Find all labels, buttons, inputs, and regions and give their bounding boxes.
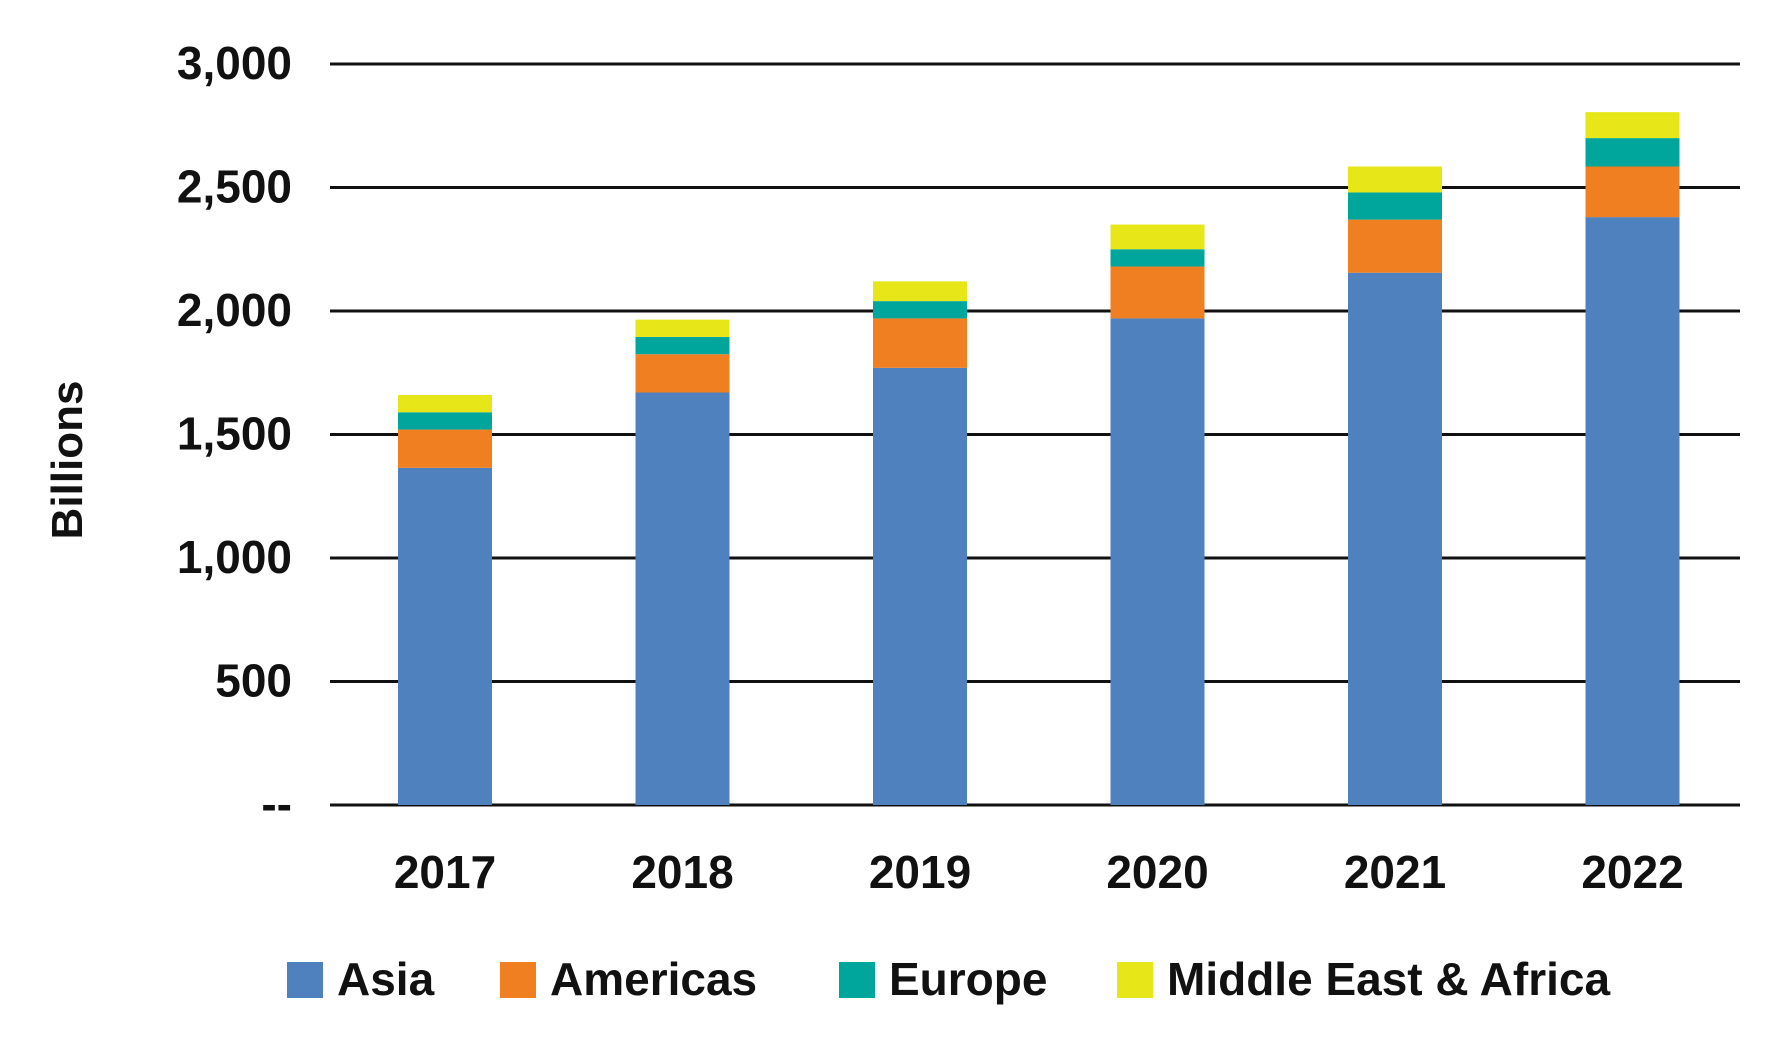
bar-segment-europe-2019: [873, 301, 967, 319]
y-tick-labels: -- 500 1,000 1,500 2,000 2,500 3,000: [177, 37, 292, 830]
bar-segment-americas-2021: [1348, 219, 1442, 273]
bar-segment-middle-east-africa-2021: [1348, 166, 1442, 193]
y-tick-label: 1,000: [177, 531, 292, 583]
legend-label: Europe: [889, 953, 1047, 1005]
x-tick-labels: 2017 2018 2019 2020 2021 2022: [394, 846, 1684, 898]
bar-segment-middle-east-africa-2020: [1110, 224, 1205, 250]
bar-segment-middle-east-africa-2019: [873, 281, 967, 302]
bar-segment-asia-2019: [873, 367, 967, 805]
y-tick-label: 1,500: [177, 408, 292, 460]
y-tick-label: 2,000: [177, 284, 292, 336]
legend-label: Middle East & Africa: [1167, 953, 1610, 1005]
x-tick-label: 2017: [394, 846, 496, 898]
x-tick-label: 2018: [631, 846, 733, 898]
bar-segment-europe-2022: [1585, 138, 1680, 167]
x-tick-label: 2020: [1106, 846, 1208, 898]
bar-segment-europe-2021: [1348, 192, 1442, 220]
legend-swatch: [839, 962, 875, 998]
bar-segment-middle-east-africa-2022: [1585, 112, 1680, 139]
y-tick-label: --: [261, 778, 292, 830]
gridlines: [330, 62, 1740, 807]
legend-swatch: [287, 962, 323, 998]
bar-segment-asia-2020: [1110, 318, 1205, 805]
bar-segment-europe-2017: [398, 412, 492, 430]
bar-segment-asia-2017: [398, 467, 492, 805]
bar-segment-americas-2020: [1110, 266, 1205, 319]
legend-label: Asia: [337, 953, 435, 1005]
bar-segment-europe-2018: [635, 336, 730, 355]
legend-swatch: [1117, 962, 1153, 998]
bar-segment-europe-2020: [1110, 249, 1205, 267]
y-axis-title: Billions: [43, 381, 92, 540]
bar-segment-americas-2017: [398, 429, 492, 468]
bar-segment-americas-2019: [873, 318, 967, 368]
y-tick-label: 2,500: [177, 161, 292, 213]
y-tick-label: 3,000: [177, 37, 292, 89]
bar-segment-asia-2021: [1348, 272, 1442, 806]
x-tick-label: 2021: [1344, 846, 1446, 898]
bar-segment-middle-east-africa-2018: [635, 319, 730, 337]
bar-segment-americas-2018: [635, 354, 730, 393]
bars: [398, 112, 1680, 806]
bar-segment-middle-east-africa-2017: [398, 394, 492, 413]
bar-segment-americas-2022: [1585, 166, 1680, 218]
bar-segment-asia-2022: [1585, 217, 1680, 805]
x-tick-label: 2022: [1581, 846, 1683, 898]
legend: Asia Americas Europe Middle East & Africa: [287, 953, 1610, 1005]
legend-swatch: [500, 962, 536, 998]
y-tick-label: 500: [215, 655, 292, 707]
bar-segment-asia-2018: [635, 392, 730, 805]
legend-label: Americas: [550, 953, 757, 1005]
x-tick-label: 2019: [869, 846, 971, 898]
